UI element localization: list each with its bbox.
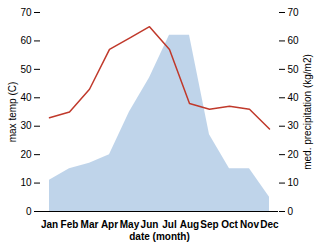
svg-text:Jul: Jul [162, 219, 177, 230]
svg-text:10: 10 [288, 177, 300, 188]
svg-text:40: 40 [20, 92, 32, 103]
svg-text:Mar: Mar [81, 219, 99, 230]
svg-text:60: 60 [20, 35, 32, 46]
svg-text:0: 0 [288, 206, 294, 217]
svg-text:70: 70 [20, 7, 32, 18]
svg-text:20: 20 [20, 149, 32, 160]
svg-text:20: 20 [288, 149, 300, 160]
svg-text:10: 10 [20, 177, 32, 188]
svg-text:40: 40 [288, 92, 300, 103]
svg-text:Oct: Oct [221, 219, 238, 230]
svg-text:Apr: Apr [101, 219, 118, 230]
svg-text:med. precipitation (kg/m2): med. precipitation (kg/m2) [302, 54, 313, 170]
svg-text:Sep: Sep [200, 219, 218, 230]
svg-text:30: 30 [288, 120, 300, 131]
svg-text:30: 30 [20, 120, 32, 131]
svg-text:May: May [120, 219, 140, 230]
svg-text:max temp (C): max temp (C) [7, 82, 18, 143]
svg-text:60: 60 [288, 35, 300, 46]
svg-text:70: 70 [288, 7, 300, 18]
svg-text:0: 0 [26, 206, 32, 217]
svg-text:Nov: Nov [240, 219, 259, 230]
svg-text:Jan: Jan [41, 219, 58, 230]
svg-text:date (month): date (month) [129, 231, 190, 242]
svg-text:50: 50 [288, 64, 300, 75]
svg-text:Dec: Dec [260, 219, 279, 230]
svg-text:Jun: Jun [141, 219, 159, 230]
svg-text:Feb: Feb [61, 219, 79, 230]
svg-text:Aug: Aug [180, 219, 199, 230]
svg-text:50: 50 [20, 64, 32, 75]
